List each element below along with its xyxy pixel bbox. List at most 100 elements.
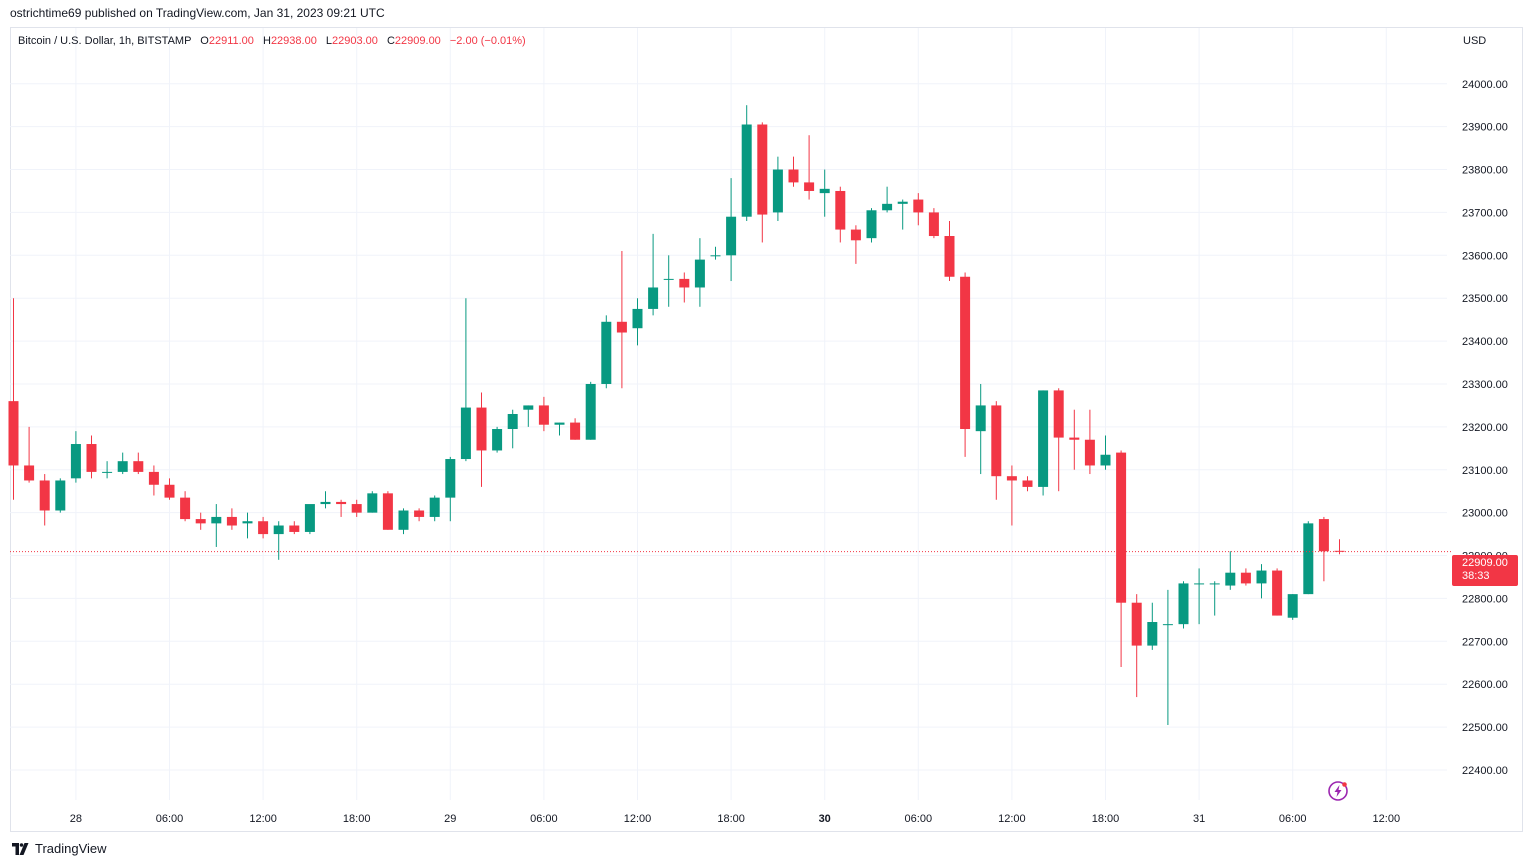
candle xyxy=(1084,409,1095,475)
x-tick-label: 18:00 xyxy=(1092,813,1120,825)
candle-body xyxy=(1006,476,1017,481)
candle xyxy=(1287,594,1298,620)
footer-brand[interactable]: TradingView xyxy=(12,841,107,856)
candle xyxy=(1178,581,1189,629)
candle-body xyxy=(835,190,846,230)
candle xyxy=(523,405,534,427)
candle xyxy=(258,516,269,539)
candle-body xyxy=(1116,452,1127,603)
high-label: H xyxy=(262,35,271,47)
candle-body xyxy=(1303,523,1314,595)
candle-body xyxy=(1209,583,1220,585)
candle-body xyxy=(351,504,362,513)
x-tick-label: 18:00 xyxy=(343,813,371,825)
candle xyxy=(1272,568,1283,616)
candle xyxy=(367,491,378,513)
low-value: 22903.00 xyxy=(332,35,378,47)
x-tick-label: 18:00 xyxy=(717,813,745,825)
x-tick-label: 28 xyxy=(70,813,82,825)
y-tick-label: 23700.00 xyxy=(1462,207,1508,219)
candle-body xyxy=(1256,570,1267,584)
candle xyxy=(398,508,409,535)
candle-body xyxy=(882,203,893,211)
candle-body xyxy=(679,278,690,288)
candle-body xyxy=(1240,572,1251,584)
candle-body xyxy=(102,471,113,473)
candle-body xyxy=(445,459,456,498)
candle-body xyxy=(24,465,35,481)
candle-body xyxy=(944,236,955,277)
candle xyxy=(944,221,955,282)
y-tick-label: 23100.00 xyxy=(1462,465,1508,477)
candle xyxy=(772,156,783,221)
candle xyxy=(616,251,627,389)
candle-body xyxy=(1069,437,1080,440)
candle xyxy=(304,504,315,535)
y-tick-label: 23500.00 xyxy=(1462,293,1508,305)
candle xyxy=(289,521,300,535)
candle xyxy=(148,465,159,496)
x-tick-label: 30 xyxy=(819,813,831,825)
candle-body xyxy=(195,519,206,524)
candle xyxy=(180,491,191,522)
lightning-bolt-icon[interactable] xyxy=(1327,780,1349,802)
candle xyxy=(1022,476,1033,492)
candle-body xyxy=(148,471,159,485)
y-tick-label: 23900.00 xyxy=(1462,122,1508,134)
candle xyxy=(55,478,66,513)
candle-body xyxy=(757,124,768,215)
candle-body xyxy=(1053,390,1064,438)
candle xyxy=(164,478,175,500)
high-value: 22938.00 xyxy=(270,35,317,47)
y-tick-label: 22500.00 xyxy=(1462,722,1508,734)
grid-lines xyxy=(10,28,1447,800)
y-tick-label: 23400.00 xyxy=(1462,336,1508,348)
candle xyxy=(694,238,705,307)
candle-body xyxy=(1084,439,1095,466)
publisher-line: ostrichtime69 published on TradingView.c… xyxy=(10,6,385,20)
candle-body xyxy=(1272,570,1283,616)
symbol-legend: Bitcoin / U.S. Dollar, 1h, BITSTAMP O229… xyxy=(18,35,526,47)
candle xyxy=(445,456,456,522)
candle xyxy=(991,401,1002,500)
candle xyxy=(1225,551,1236,590)
close-label: C xyxy=(386,35,395,47)
candle xyxy=(226,508,237,530)
candle xyxy=(1240,568,1251,586)
candle-body xyxy=(1038,390,1049,487)
candle-body xyxy=(585,383,596,440)
candle-body xyxy=(960,276,971,430)
candle-body xyxy=(8,401,19,466)
x-tick-label: 29 xyxy=(444,813,456,825)
candle-body xyxy=(804,182,815,191)
candle-body xyxy=(226,516,237,526)
candle xyxy=(133,452,144,475)
candle xyxy=(819,169,830,217)
candle-body xyxy=(507,414,518,430)
candle-body xyxy=(850,229,861,241)
candle-body xyxy=(476,407,487,451)
candle-body xyxy=(86,444,97,472)
y-tick-label: 23200.00 xyxy=(1462,422,1508,434)
y-tick-label: 23600.00 xyxy=(1462,250,1508,262)
candle-body xyxy=(1131,602,1142,646)
candle xyxy=(492,426,503,453)
x-tick-label: 06:00 xyxy=(905,813,933,825)
bar-countdown: 38:33 xyxy=(1462,570,1490,582)
candle xyxy=(710,246,721,260)
candle-body xyxy=(1162,624,1173,626)
candle-body xyxy=(55,480,66,511)
candle-body xyxy=(39,480,50,511)
candle-body xyxy=(538,405,549,425)
y-tick-label: 23000.00 xyxy=(1462,508,1508,520)
candle xyxy=(554,422,565,436)
candle xyxy=(382,491,393,530)
change-value: −2.00 (−0.01%) xyxy=(449,35,526,47)
candle xyxy=(507,409,518,449)
candle-body xyxy=(819,188,830,194)
candle-body xyxy=(242,521,253,524)
x-tick-label: 31 xyxy=(1193,813,1205,825)
candle xyxy=(102,461,113,479)
candle-body xyxy=(897,201,908,204)
